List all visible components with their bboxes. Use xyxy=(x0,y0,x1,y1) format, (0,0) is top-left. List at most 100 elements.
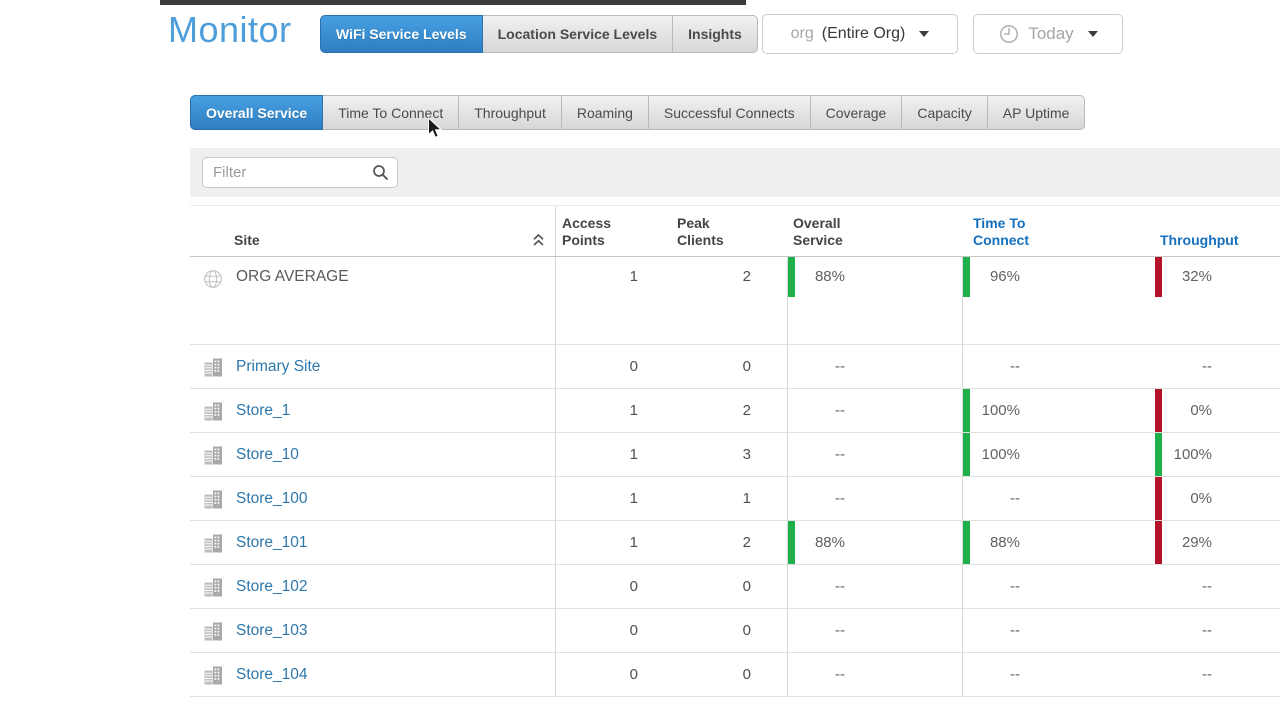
throughput-cell: 32% xyxy=(1155,257,1280,344)
time-range-selector[interactable]: Today xyxy=(973,14,1123,54)
building-icon xyxy=(202,532,224,554)
metric-tabs: Overall Service Time To Connect Throughput… xyxy=(190,95,1086,130)
site-link[interactable]: Store_101 xyxy=(236,533,308,551)
view-tab-location-service-levels[interactable]: Location Service Levels xyxy=(481,15,674,53)
column-header-time-to-connect[interactable]: Time To Connect xyxy=(973,215,1029,248)
overall-service-cell: -- xyxy=(788,609,963,652)
time-to-connect-cell: 96% xyxy=(963,257,1155,344)
table-row[interactable]: Store_101 1 2 88% 88% 29% xyxy=(190,521,1280,565)
view-tabs: WiFi Service Levels Location Service Leve… xyxy=(320,15,758,53)
peak-clients-value: 2 xyxy=(650,521,788,564)
column-header-throughput[interactable]: Throughput xyxy=(1160,232,1239,248)
site-link[interactable]: Store_102 xyxy=(236,577,308,595)
metric-tab-roaming[interactable]: Roaming xyxy=(560,95,649,130)
building-icon xyxy=(202,620,224,642)
filter-input[interactable] xyxy=(202,157,398,188)
view-tab-wifi-service-levels[interactable]: WiFi Service Levels xyxy=(320,15,483,53)
throughput-cell: 0% xyxy=(1155,477,1280,520)
throughput-cell: 29% xyxy=(1155,521,1280,564)
time-to-connect-cell: -- xyxy=(1010,666,1020,683)
site-link[interactable]: Primary Site xyxy=(236,357,321,375)
table-row[interactable]: Store_102 0 0 -- -- -- xyxy=(190,565,1280,609)
table-row[interactable]: Store_1 1 2 -- 100% 0% xyxy=(190,389,1280,433)
throughput-cell: -- xyxy=(1202,622,1212,639)
page-title: Monitor xyxy=(168,9,292,50)
table-body: ORG AVERAGE 1 2 88% 96% 32% Primary Site… xyxy=(190,257,1280,697)
table-row[interactable]: Store_103 0 0 -- -- -- xyxy=(190,609,1280,653)
metric-tab-successful-connects[interactable]: Successful Connects xyxy=(647,95,811,130)
peak-clients-value: 2 xyxy=(650,389,788,432)
status-bar xyxy=(963,389,970,432)
table-row[interactable]: Store_100 1 1 -- -- 0% xyxy=(190,477,1280,521)
site-link[interactable]: Store_100 xyxy=(236,489,308,507)
status-bar xyxy=(1155,257,1162,297)
column-label: Site xyxy=(234,232,260,248)
time-to-connect-cell: 100% xyxy=(963,433,1155,476)
view-tab-insights[interactable]: Insights xyxy=(672,15,758,53)
sort-ascending-icon[interactable] xyxy=(532,233,545,247)
org-selector[interactable]: org (Entire Org) xyxy=(762,14,958,54)
org-selector-prefix: org xyxy=(790,25,814,42)
peak-clients-value: 0 xyxy=(650,345,788,388)
time-to-connect-cell: 100% xyxy=(963,389,1155,432)
time-to-connect-cell: 88% xyxy=(963,521,1155,564)
status-bar xyxy=(788,257,795,297)
overall-service-cell: -- xyxy=(788,653,963,696)
status-bar xyxy=(1155,521,1162,564)
column-header-site[interactable]: Site xyxy=(190,206,556,256)
peak-clients-value: 1 xyxy=(650,477,788,520)
metric-tab-throughput[interactable]: Throughput xyxy=(458,95,562,130)
building-icon xyxy=(202,400,224,422)
org-selector-value: (Entire Org) xyxy=(821,25,906,42)
sites-table: Site Access Points Peak Clients Overall … xyxy=(190,205,1280,697)
building-icon xyxy=(202,488,224,510)
status-bar xyxy=(1155,433,1162,476)
overall-service-cell: -- xyxy=(788,565,963,608)
site-link[interactable]: Store_10 xyxy=(236,445,299,463)
throughput-cell: 100% xyxy=(1155,433,1280,476)
table-row[interactable]: Store_10 1 3 -- 100% 100% xyxy=(190,433,1280,477)
metric-tab-ap-uptime[interactable]: AP Uptime xyxy=(986,95,1086,130)
metric-tab-overall-service[interactable]: Overall Service xyxy=(190,95,324,130)
chevron-down-icon xyxy=(1087,31,1098,37)
access-points-value: 1 xyxy=(629,446,638,463)
metric-tab-capacity[interactable]: Capacity xyxy=(901,95,988,130)
status-bar xyxy=(1155,389,1162,432)
throughput-cell: -- xyxy=(1202,578,1212,595)
filter-bar xyxy=(190,148,1280,197)
access-points-value: 0 xyxy=(629,622,638,639)
time-to-connect-cell: -- xyxy=(1010,622,1020,639)
site-link[interactable]: Store_1 xyxy=(236,401,291,419)
status-bar xyxy=(963,257,970,297)
site-link[interactable]: Store_104 xyxy=(236,665,308,683)
table-row[interactable]: Store_104 0 0 -- -- -- xyxy=(190,653,1280,697)
access-points-value: 0 xyxy=(629,578,638,595)
table-row[interactable]: ORG AVERAGE 1 2 88% 96% 32% xyxy=(190,257,1280,345)
mouse-cursor xyxy=(427,117,445,141)
building-icon xyxy=(202,664,224,686)
column-header-overall-service[interactable]: Overall Service xyxy=(793,215,843,248)
site-link[interactable]: Store_103 xyxy=(236,621,308,639)
time-to-connect-cell: -- xyxy=(1010,578,1020,595)
status-bar xyxy=(1155,477,1162,520)
status-bar xyxy=(788,521,795,564)
status-bar xyxy=(963,521,970,564)
peak-clients-value: 2 xyxy=(650,257,788,344)
throughput-cell: 0% xyxy=(1155,389,1280,432)
overall-service-cell: -- xyxy=(788,433,963,476)
metric-tab-coverage[interactable]: Coverage xyxy=(809,95,903,130)
globe-icon xyxy=(202,268,224,290)
column-header-peak-clients[interactable]: Peak Clients xyxy=(677,215,724,248)
chevron-down-icon xyxy=(919,31,930,37)
table-row[interactable]: Primary Site 0 0 -- -- -- xyxy=(190,345,1280,389)
search-icon[interactable] xyxy=(372,164,389,181)
access-points-value: 1 xyxy=(629,402,638,419)
peak-clients-value: 0 xyxy=(650,653,788,696)
access-points-value: 0 xyxy=(629,358,638,375)
column-header-access-points[interactable]: Access Points xyxy=(562,215,612,248)
metric-tab-time-to-connect[interactable]: Time To Connect xyxy=(322,95,460,130)
peak-clients-value: 3 xyxy=(650,433,788,476)
status-bar xyxy=(963,433,970,476)
overall-service-cell: -- xyxy=(788,345,963,388)
peak-clients-value: 0 xyxy=(650,609,788,652)
